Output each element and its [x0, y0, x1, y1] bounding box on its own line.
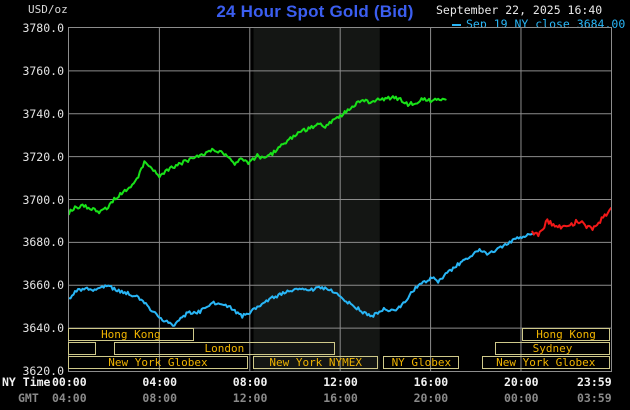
price-chart-svg	[69, 28, 611, 371]
x-axis-tick-ny: 12:00	[323, 375, 358, 389]
session-bar-label: New York Globex	[108, 356, 208, 369]
plot-area	[68, 27, 612, 372]
y-axis-tick-label: 3780.0	[22, 21, 64, 35]
session-bar: New York Globex	[481, 356, 610, 369]
session-bar: New York NYMEX	[253, 356, 379, 369]
session-bar-label: New York Globex	[496, 356, 596, 369]
x-axis-tick-gmt: 12:00	[232, 391, 268, 405]
market-session-bars: Hong Kong Hong Kong London Sydney New York G…	[68, 328, 613, 372]
session-bar: Hong Kong	[68, 328, 194, 341]
session-bar: Sydney	[495, 342, 610, 355]
x-axis-tick-gmt: 16:00	[323, 391, 358, 405]
x-axis-tick-ny: 23:59	[577, 375, 612, 389]
y-axis-tick-label: 3680.0	[22, 235, 64, 250]
x-axis-row-label-ny: NY Time	[2, 375, 51, 389]
x-axis-row-label-gmt: GMT	[18, 391, 39, 405]
x-axis-tick-ny: 04:00	[142, 375, 178, 389]
x-axis-tick-ny: 16:00	[413, 375, 449, 389]
session-bar: New York Globex	[68, 356, 248, 369]
x-axis-tick-gmt: 08:00	[142, 391, 178, 405]
x-axis: NY Time GMT 00:00 04:00 04:00 08:00 08:00 12:…	[0, 374, 630, 410]
y-axis-tick-label: 3660.0	[22, 278, 64, 293]
x-axis-tick-gmt: 03:59	[577, 391, 612, 405]
x-axis-tick-ny: 20:00	[503, 375, 539, 389]
session-bar-label: New York NYMEX	[269, 356, 363, 369]
y-axis-tick-label: 3700.0	[22, 192, 64, 207]
session-bar-label: London	[204, 342, 245, 355]
y-axis-tick-label: 3760.0	[22, 63, 64, 78]
session-bar-label: Sydney	[532, 342, 573, 355]
x-axis-tick-gmt: 20:00	[413, 391, 449, 405]
y-axis-unit-label: USD/oz	[28, 3, 68, 16]
y-axis: 3780.0 3760.0 3740.0 3720.0 3700.0 3680.0 3660…	[0, 0, 64, 410]
session-bar-label: NY Globex	[391, 356, 452, 369]
session-bar-label: Hong Kong	[536, 328, 596, 341]
page-title: 24 Hour Spot Gold (Bid)	[216, 2, 414, 21]
y-axis-tick-label: 3620.0	[22, 364, 64, 378]
session-bar: NY Globex	[383, 356, 460, 369]
session-bar	[68, 342, 97, 355]
timestamp: September 22, 2025 16:40	[436, 3, 603, 17]
y-axis-tick-label: 3640.0	[22, 321, 64, 336]
session-bar: London	[114, 342, 335, 355]
x-axis-tick-gmt: 00:00	[503, 391, 539, 405]
x-axis-tick-gmt: 04:00	[52, 391, 87, 405]
session-bar: Hong Kong	[522, 328, 610, 341]
x-axis-tick-ny: 00:00	[52, 375, 87, 389]
x-axis-tick-ny: 08:00	[232, 375, 268, 389]
y-axis-tick-label: 3740.0	[22, 106, 64, 121]
y-axis-tick-label: 3720.0	[22, 149, 64, 164]
legend-dash-icon	[452, 23, 461, 26]
session-bar-label: Hong Kong	[101, 328, 161, 341]
